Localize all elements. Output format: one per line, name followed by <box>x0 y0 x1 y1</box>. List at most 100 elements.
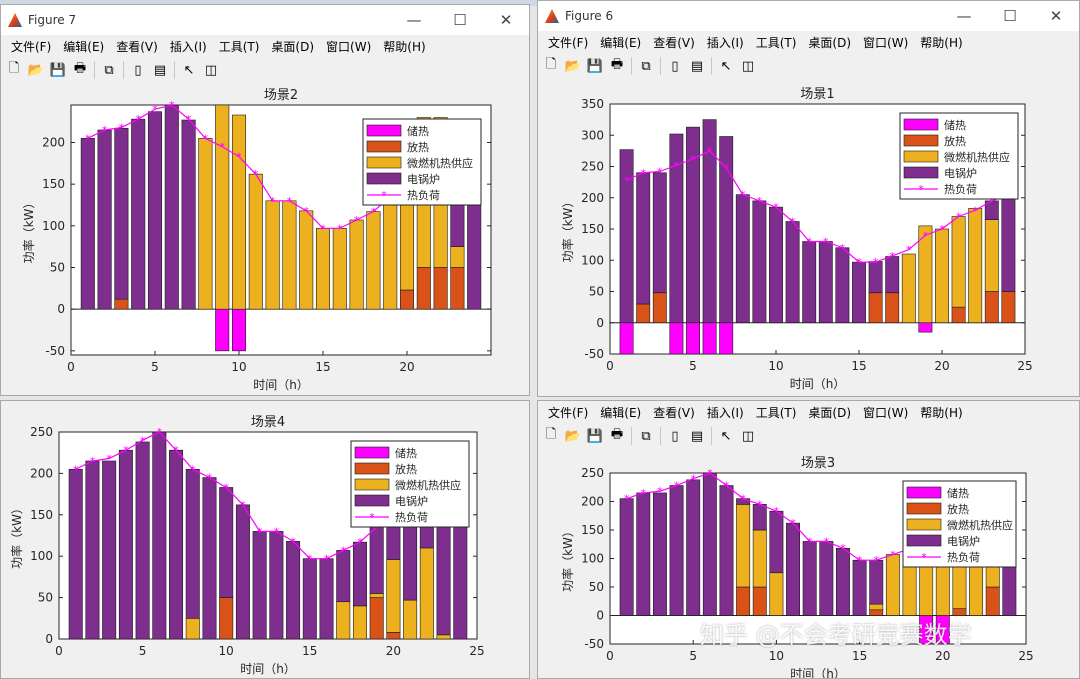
new-figure-icon[interactable]: 🗋 <box>545 57 557 72</box>
heat-load-marker: * <box>790 517 796 530</box>
new-figure-icon[interactable]: 🗋 <box>545 427 557 442</box>
bar-segment <box>752 586 767 616</box>
menu-desktop[interactable]: 桌面(D) <box>808 35 852 50</box>
heat-load-marker: * <box>624 493 630 506</box>
heat-load-marker: * <box>169 99 175 112</box>
x-tick-label: 20 <box>935 649 950 663</box>
heat-load-marker: * <box>374 521 380 534</box>
figure3-window[interactable]: 文件(F) 编辑(E) 查看(V) 插入(I) 工具(T) 桌面(D) 窗口(W… <box>537 400 1080 679</box>
menu-insert[interactable]: 插入(I) <box>169 39 207 54</box>
open-folder-icon[interactable]: 📂 <box>564 58 582 74</box>
toolbar-divider <box>174 61 175 79</box>
figure6-titlebar[interactable]: Figure 6 — ☐ ✕ <box>538 1 1079 31</box>
property-inspector-icon[interactable]: ◫ <box>741 58 755 74</box>
close-icon[interactable]: ✕ <box>499 11 513 29</box>
menu-insert[interactable]: 插入(I) <box>706 35 744 50</box>
bar-segment <box>450 267 465 310</box>
heat-load-marker: * <box>223 481 229 494</box>
menu-window[interactable]: 窗口(W) <box>863 405 909 420</box>
bar-segment <box>636 492 651 616</box>
menu-desktop[interactable]: 桌面(D) <box>271 39 315 54</box>
figure7-titlebar[interactable]: Figure 7 — ☐ ✕ <box>1 5 529 35</box>
menu-tools[interactable]: 工具(T) <box>755 35 797 50</box>
bar-segment <box>901 253 916 324</box>
heat-load-marker: * <box>324 553 330 566</box>
maximize-icon[interactable]: ☐ <box>453 11 467 29</box>
colorbar-icon[interactable]: ▯ <box>671 428 679 444</box>
figure7-window[interactable]: Figure 7 — ☐ ✕ 文件(F) 编辑(E) 查看(V) 插入(I) 工… <box>0 4 530 396</box>
x-tick-label: 5 <box>151 360 159 374</box>
heat-load-marker: * <box>236 151 242 164</box>
figure4-window[interactable]: 场景4 0 50 100 150 200 250 0 5 10 15 20 25 时间（h） 功率（kW） *… <box>0 400 530 679</box>
open-folder-icon[interactable]: 📂 <box>27 62 45 78</box>
heat-load-marker: * <box>857 554 863 567</box>
minimize-icon[interactable]: — <box>956 7 972 25</box>
menu-edit[interactable]: 编辑(E) <box>600 405 642 420</box>
menu-help[interactable]: 帮助(H) <box>920 405 963 420</box>
bar-segment <box>248 173 263 310</box>
print-icon[interactable]: 🖶 <box>610 427 624 442</box>
menu-tools[interactable]: 工具(T) <box>755 405 797 420</box>
pointer-icon[interactable]: ↖ <box>720 428 732 444</box>
save-icon[interactable]: 💾 <box>586 58 604 74</box>
heat-load-marker: * <box>906 244 912 257</box>
colorbar-icon[interactable]: ▯ <box>671 58 679 74</box>
menu-view[interactable]: 查看(V) <box>116 39 158 54</box>
open-folder-icon[interactable]: 📂 <box>564 428 582 444</box>
link-plot-icon[interactable]: ⧉ <box>641 58 651 74</box>
legend-label: 储热 <box>944 118 966 132</box>
colorbar-icon[interactable]: ▯ <box>134 62 142 78</box>
bar-segment <box>719 485 734 616</box>
menu-file[interactable]: 文件(F) <box>548 35 589 50</box>
menu-insert[interactable]: 插入(I) <box>706 405 744 420</box>
menu-window[interactable]: 窗口(W) <box>326 39 372 54</box>
bar-segment <box>102 460 117 640</box>
property-inspector-icon[interactable]: ◫ <box>741 428 755 444</box>
y-tick-label: 200 <box>42 136 65 150</box>
bar-segment <box>332 228 347 310</box>
heat-load-marker: * <box>774 505 780 518</box>
menu-file[interactable]: 文件(F) <box>548 405 589 420</box>
menu-view[interactable]: 查看(V) <box>653 35 695 50</box>
minimize-icon[interactable]: — <box>406 11 422 29</box>
print-icon[interactable]: 🖶 <box>610 57 624 72</box>
x-tick-label: 5 <box>689 649 697 663</box>
legend-marker: * <box>381 189 387 202</box>
heat-load-marker: * <box>274 525 280 538</box>
menu-help[interactable]: 帮助(H) <box>383 39 426 54</box>
maximize-icon[interactable]: ☐ <box>1003 7 1017 25</box>
bar-segment <box>319 558 334 640</box>
bar-segment <box>269 531 284 640</box>
menu-view[interactable]: 查看(V) <box>653 405 695 420</box>
menu-file[interactable]: 文件(F) <box>11 39 52 54</box>
bar-segment <box>702 119 717 324</box>
toolbar-divider <box>94 61 95 79</box>
pointer-icon[interactable]: ↖ <box>183 62 195 78</box>
save-icon[interactable]: 💾 <box>586 428 604 444</box>
figure6-window[interactable]: Figure 6 — ☐ ✕ 文件(F) 编辑(E) 查看(V) 插入(I) 工… <box>537 0 1080 397</box>
bar-segment <box>231 114 247 310</box>
heat-load-marker: * <box>157 426 163 439</box>
menu-window[interactable]: 窗口(W) <box>863 35 909 50</box>
link-plot-icon[interactable]: ⧉ <box>641 428 651 444</box>
legend-icon[interactable]: ▤ <box>690 428 704 444</box>
x-tick-label: 5 <box>139 644 147 658</box>
close-icon[interactable]: ✕ <box>1049 7 1063 25</box>
menu-edit[interactable]: 编辑(E) <box>63 39 105 54</box>
link-plot-icon[interactable]: ⧉ <box>104 62 114 78</box>
menu-help[interactable]: 帮助(H) <box>920 35 963 50</box>
legend-icon[interactable]: ▤ <box>690 58 704 74</box>
legend-icon[interactable]: ▤ <box>153 62 167 78</box>
bar-segment <box>836 547 850 616</box>
menu-edit[interactable]: 编辑(E) <box>600 35 642 50</box>
y-tick-label: 50 <box>589 285 604 299</box>
new-figure-icon[interactable]: 🗋 <box>8 61 20 76</box>
menu-desktop[interactable]: 桌面(D) <box>808 405 852 420</box>
x-tick-label: 20 <box>934 359 949 373</box>
print-icon[interactable]: 🖶 <box>73 61 87 76</box>
save-icon[interactable]: 💾 <box>49 62 67 78</box>
pointer-icon[interactable]: ↖ <box>720 58 732 74</box>
menu-tools[interactable]: 工具(T) <box>218 39 260 54</box>
heat-load-marker: * <box>253 168 259 181</box>
property-inspector-icon[interactable]: ◫ <box>204 62 218 78</box>
